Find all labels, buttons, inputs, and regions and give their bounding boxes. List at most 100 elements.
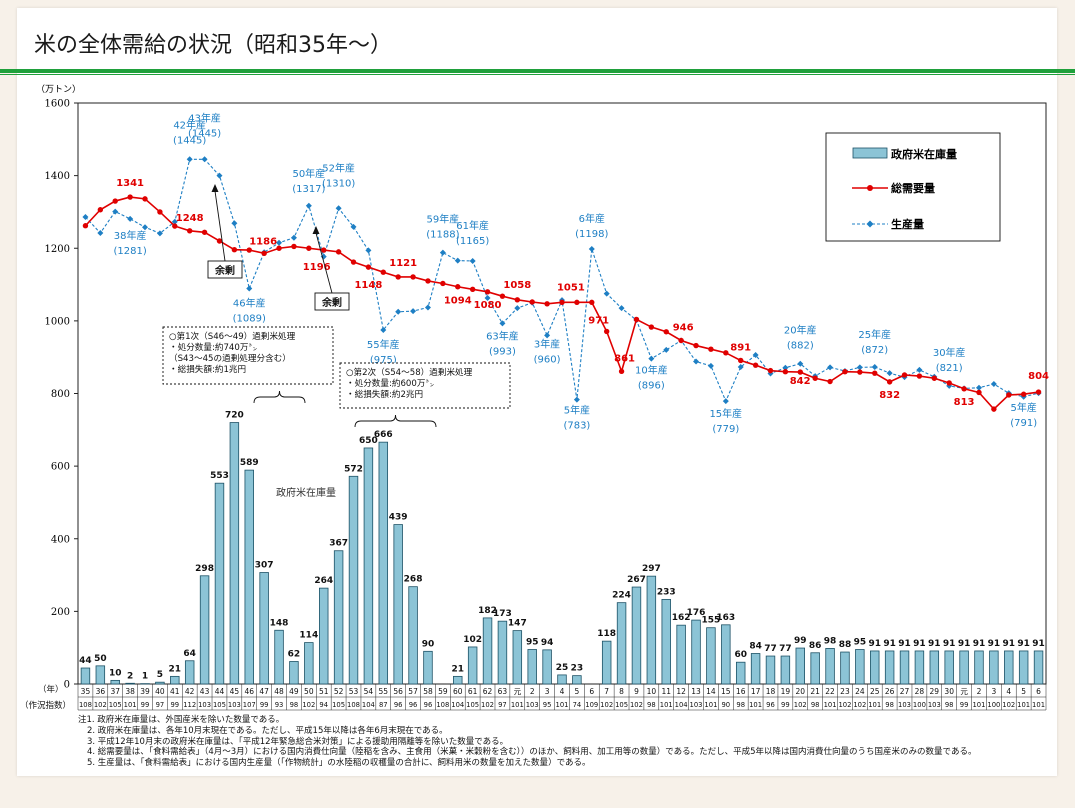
y-tick-label: 200 [51, 607, 70, 618]
demand-point [321, 247, 327, 253]
x-crop-index-label: 101 [511, 701, 524, 709]
legend-bar-swatch [852, 147, 888, 159]
production-point [112, 208, 119, 215]
x-crop-index-label: 96 [394, 701, 403, 709]
x-year-label: 5 [1021, 687, 1026, 696]
stock-bar [319, 587, 329, 685]
demand-point [350, 259, 357, 265]
surplus-arrowhead [312, 226, 320, 234]
stock-value-label: 307 [255, 561, 274, 571]
stock-bar [155, 681, 165, 685]
production-point [395, 308, 402, 315]
production-point [648, 355, 655, 362]
demand-point [991, 406, 997, 412]
demand-point [440, 280, 446, 287]
stock-bar [884, 650, 895, 685]
stock-bar [721, 624, 731, 685]
stock-bar [244, 469, 254, 685]
surplus-arrowhead [211, 184, 219, 192]
callout-line: ・総損失額:約2兆円 [346, 388, 423, 400]
title-rule [0, 69, 1075, 73]
stock-value-label: 2 [127, 671, 133, 681]
x-crop-index-label: 108 [347, 701, 360, 709]
stock-value-label: 650 [359, 436, 378, 446]
stock-bar [691, 619, 701, 685]
stock-bar [110, 679, 120, 685]
production-point [737, 363, 744, 370]
x-year-label: 元 [514, 687, 522, 696]
x-year-label: 7 [604, 687, 609, 696]
production-point [827, 364, 834, 371]
surplus-arrow [315, 232, 333, 294]
demand-point [931, 375, 938, 381]
stock-bar [929, 650, 940, 685]
demand-point [201, 229, 208, 235]
x-crop-index-label: 105 [109, 701, 122, 709]
stock-bar [601, 640, 612, 685]
stock-value-label: 666 [374, 430, 393, 440]
stock-value-label: 91 [1003, 639, 1016, 649]
x-crop-index-label: 93 [275, 701, 284, 709]
stock-bar [616, 602, 627, 685]
x-year-label: 4 [1006, 687, 1011, 696]
production-year-label: 43年産 [188, 111, 221, 124]
stock-value-label: 95 [526, 638, 539, 648]
x-crop-index-label: 102 [1002, 701, 1015, 709]
demand-value-label: 861 [614, 353, 635, 364]
demand-point [574, 299, 580, 306]
stock-value-label: 99 [794, 636, 807, 646]
demand-point [782, 369, 789, 375]
production-value-label: (1188) [426, 230, 459, 241]
demand-point [723, 350, 729, 356]
stock-value-label: 62 [288, 649, 301, 659]
production-point [171, 218, 178, 225]
x-year-label: 3 [991, 687, 996, 696]
x-year-label: 10 [647, 687, 657, 696]
stock-value-label: 589 [240, 458, 259, 468]
stock-value-label: 233 [657, 587, 676, 597]
x-year-label: 4 [560, 687, 565, 696]
stock-value-label: 84 [749, 641, 762, 651]
production-value-label: (791) [1010, 418, 1037, 429]
stock-value-label: 224 [612, 591, 631, 601]
production-year-label: 15年産 [709, 407, 742, 420]
callout-bracket [253, 390, 306, 404]
x-crop-index-label: 102 [630, 701, 643, 709]
stock-bar [348, 475, 359, 685]
y-tick-label: 1000 [45, 316, 70, 327]
x-crop-index-label: 87 [379, 701, 388, 709]
stock-bar [497, 620, 508, 685]
stock-bar [780, 655, 791, 685]
demand-point [97, 207, 104, 213]
production-point [201, 156, 208, 163]
x-crop-index-label: 95 [543, 701, 552, 709]
demand-point [663, 329, 669, 335]
x-crop-index-label: 112 [183, 701, 196, 709]
stock-value-label: 91 [913, 639, 926, 649]
x-year-label: 21 [810, 687, 820, 696]
stock-value-label: 21 [169, 664, 182, 674]
x-year-label: 12 [676, 687, 686, 696]
production-point [499, 320, 506, 327]
title-rule-thin [0, 74, 1075, 75]
production-value-label: (872) [861, 345, 888, 356]
stock-bar [676, 624, 686, 685]
demand-point [127, 194, 133, 200]
demand-point [186, 228, 193, 234]
stock-value-label: 267 [627, 575, 646, 585]
stock-value-label: 297 [642, 564, 661, 574]
production-point [276, 239, 283, 246]
production-point [573, 396, 580, 403]
callout-line: ・処分数量:約740万㌧ [169, 341, 257, 353]
x-year-label: 47 [259, 687, 269, 696]
production-point [663, 346, 670, 353]
stock-bar [572, 675, 582, 685]
production-point [142, 224, 149, 231]
demand-point [1035, 389, 1042, 395]
demand-point [529, 299, 535, 305]
stock-value-label: 50 [94, 654, 107, 664]
x-crop-index-label: 96 [409, 701, 418, 709]
x-crop-index-label: 99 [170, 701, 179, 709]
x-crop-index-label: 101 [1032, 701, 1045, 709]
demand-point [767, 367, 774, 374]
